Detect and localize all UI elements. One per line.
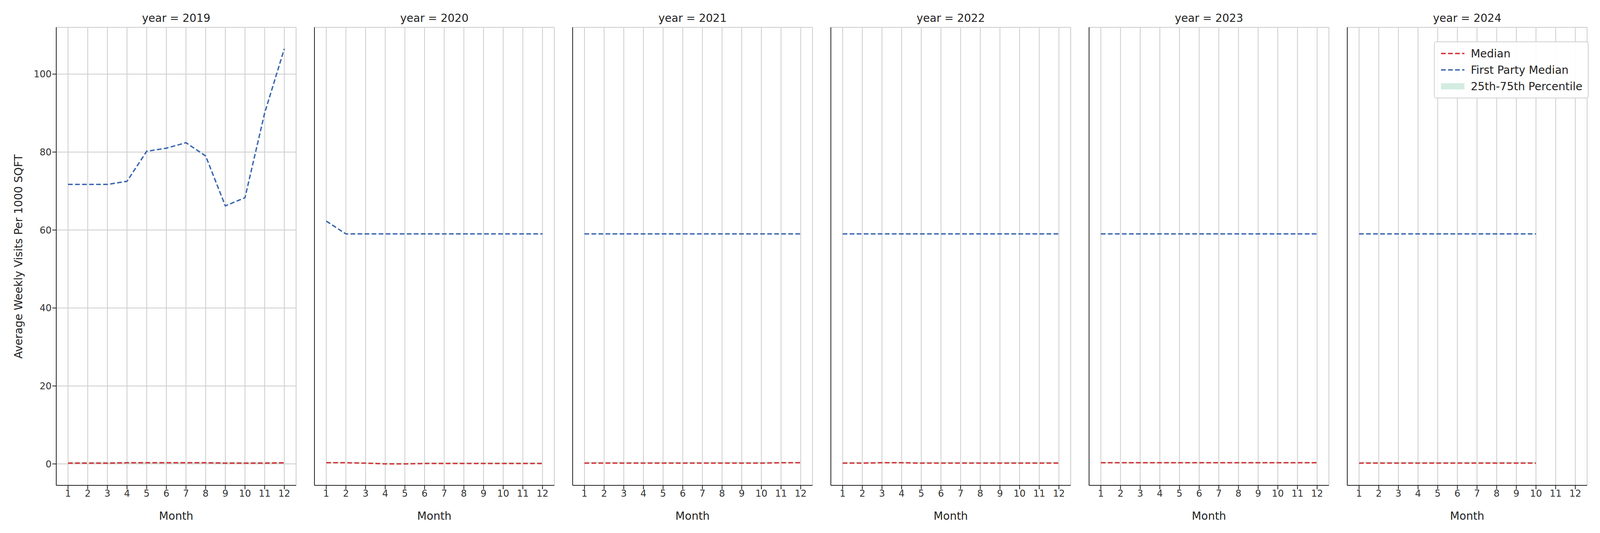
svg-text:12: 12 <box>536 488 549 500</box>
svg-text:5: 5 <box>660 488 667 500</box>
svg-text:2: 2 <box>1117 488 1124 500</box>
svg-text:60: 60 <box>39 225 52 236</box>
svg-text:3: 3 <box>362 488 369 500</box>
svg-text:3: 3 <box>1137 488 1143 500</box>
svg-text:Month: Month <box>158 509 194 523</box>
svg-text:Month: Month <box>933 509 968 523</box>
svg-text:9: 9 <box>996 488 1003 500</box>
svg-text:6: 6 <box>163 488 170 500</box>
svg-text:9: 9 <box>738 488 745 500</box>
svg-text:11: 11 <box>1291 488 1304 500</box>
svg-text:6: 6 <box>421 488 428 500</box>
svg-text:2: 2 <box>1375 488 1382 500</box>
svg-text:20: 20 <box>39 380 52 392</box>
html-text:year = 2022: year = 2022 <box>916 11 985 25</box>
svg-text:7: 7 <box>1216 488 1222 500</box>
svg-text:80: 80 <box>39 146 52 158</box>
svg-text:7: 7 <box>441 488 448 500</box>
svg-text:12: 12 <box>1311 488 1324 500</box>
svg-text:3: 3 <box>104 488 111 500</box>
svg-text:4: 4 <box>898 488 905 500</box>
svg-text:10: 10 <box>755 488 768 500</box>
svg-text:11: 11 <box>516 488 529 500</box>
svg-text:5: 5 <box>1176 488 1183 500</box>
svg-text:9: 9 <box>480 488 487 500</box>
svg-text:5: 5 <box>143 488 150 500</box>
svg-text:6: 6 <box>1196 488 1202 500</box>
svg-text:Month: Month <box>1191 509 1227 523</box>
html-text:Median: Median <box>1470 47 1511 60</box>
svg-text:10: 10 <box>1271 488 1284 500</box>
html-text:25th-75th Percentile: 25th-75th Percentile <box>1470 79 1583 93</box>
svg-text:8: 8 <box>202 488 209 500</box>
svg-text:4: 4 <box>640 488 647 500</box>
svg-text:4: 4 <box>382 488 389 500</box>
html-text:First Party Median: First Party Median <box>1470 63 1569 77</box>
svg-text:3: 3 <box>620 488 627 500</box>
svg-text:40: 40 <box>39 302 52 314</box>
svg-text:Month: Month <box>417 509 452 523</box>
svg-text:8: 8 <box>977 488 984 500</box>
svg-text:3: 3 <box>878 488 885 500</box>
html-text:year = 2020: year = 2020 <box>400 11 469 25</box>
svg-text:1: 1 <box>581 488 588 500</box>
svg-text:2: 2 <box>601 488 608 500</box>
svg-text:100: 100 <box>33 68 52 80</box>
svg-text:0: 0 <box>45 458 52 470</box>
svg-text:11: 11 <box>1033 488 1046 500</box>
svg-text:4: 4 <box>1415 488 1422 500</box>
svg-text:2: 2 <box>342 488 349 500</box>
svg-text:Month: Month <box>1450 509 1485 523</box>
svg-text:12: 12 <box>1569 488 1582 500</box>
svg-text:9: 9 <box>1513 488 1520 500</box>
svg-text:4: 4 <box>1157 488 1163 500</box>
svg-text:8: 8 <box>1493 488 1500 500</box>
svg-text:8: 8 <box>460 488 467 500</box>
svg-text:5: 5 <box>918 488 925 500</box>
svg-text:10: 10 <box>1530 488 1543 500</box>
svg-text:9: 9 <box>1255 488 1261 500</box>
svg-text:1: 1 <box>1356 488 1363 500</box>
svg-text:10: 10 <box>497 488 510 500</box>
svg-text:7: 7 <box>183 488 190 500</box>
svg-text:11: 11 <box>775 488 788 500</box>
svg-text:1: 1 <box>65 488 72 500</box>
svg-text:1: 1 <box>839 488 846 500</box>
svg-text:3: 3 <box>1395 488 1402 500</box>
svg-text:9: 9 <box>222 488 229 500</box>
html-text:Average Weekly Visits Per 1000: Average Weekly Visits Per 1000 SQFT <box>11 154 25 359</box>
svg-text:8: 8 <box>719 488 725 500</box>
svg-text:12: 12 <box>794 488 808 500</box>
svg-text:2: 2 <box>859 488 866 500</box>
svg-text:Month: Month <box>675 509 710 523</box>
svg-text:1: 1 <box>323 488 330 500</box>
svg-text:1: 1 <box>1098 488 1104 500</box>
html-text:year = 2021: year = 2021 <box>658 11 727 25</box>
svg-text:12: 12 <box>1053 488 1066 500</box>
svg-text:7: 7 <box>699 488 706 500</box>
svg-text:12: 12 <box>278 488 291 500</box>
svg-text:11: 11 <box>258 488 271 500</box>
svg-text:5: 5 <box>401 488 408 500</box>
svg-text:10: 10 <box>1013 488 1026 500</box>
svg-text:7: 7 <box>957 488 964 500</box>
svg-text:2: 2 <box>84 488 91 500</box>
svg-text:7: 7 <box>1474 488 1481 500</box>
svg-text:10: 10 <box>239 488 252 500</box>
html-text:year = 2023: year = 2023 <box>1174 11 1244 25</box>
svg-text:6: 6 <box>1454 488 1461 500</box>
html-text:year = 2024: year = 2024 <box>1433 11 1502 25</box>
html-text:year = 2019: year = 2019 <box>141 11 211 25</box>
svg-text:5: 5 <box>1434 488 1441 500</box>
svg-text:11: 11 <box>1549 488 1562 500</box>
svg-text:6: 6 <box>679 488 686 500</box>
svg-text:4: 4 <box>124 488 131 500</box>
svg-text:8: 8 <box>1235 488 1242 500</box>
svg-text:6: 6 <box>937 488 944 500</box>
